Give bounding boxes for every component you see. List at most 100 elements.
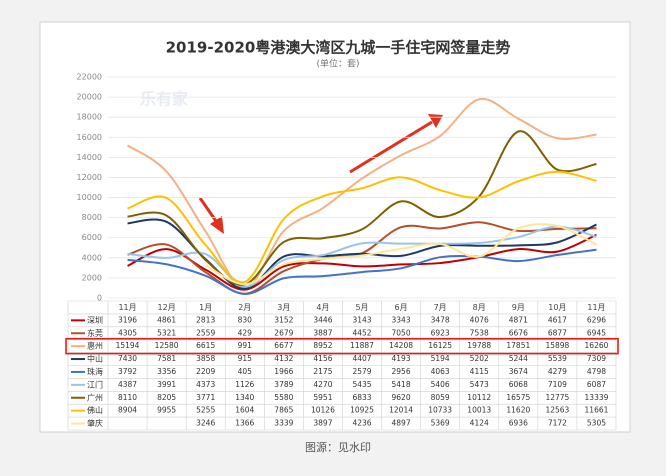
table-cell: 2956 (392, 367, 411, 376)
table-cell: 6877 (548, 328, 567, 337)
table-cell: 4124 (470, 419, 489, 428)
table-cell: 4193 (392, 354, 411, 363)
table-cell: 10733 (428, 406, 452, 415)
x-tick-label: 1月 (199, 303, 212, 312)
table-cell: 12014 (389, 406, 413, 415)
table-cell: 12563 (545, 406, 569, 415)
table-cell: 4156 (313, 354, 332, 363)
table-cell: 2209 (196, 367, 215, 376)
legend-label: 中山 (87, 354, 103, 364)
series-line (126, 97, 597, 290)
table-cell: 6615 (196, 341, 215, 350)
table-cell: 3196 (118, 315, 137, 324)
table-cell: 3991 (157, 380, 176, 389)
y-tick-label: 2000 (82, 273, 102, 282)
table-cell: 3143 (352, 315, 371, 324)
table-cell: 7172 (548, 419, 567, 428)
series-line (127, 248, 597, 295)
table-cell: 6296 (587, 315, 606, 324)
table-cell: 4798 (587, 367, 606, 376)
legend-label: 珠海 (87, 366, 103, 376)
table-cell: 11661 (585, 406, 609, 415)
table-cell: 9955 (157, 406, 176, 415)
table-cell: 8205 (157, 393, 176, 402)
table-cell: 5244 (509, 354, 528, 363)
table-cell: 14208 (389, 341, 413, 350)
series-line (127, 170, 597, 284)
table-cell: 7538 (470, 328, 489, 337)
table-cell: 3792 (118, 367, 137, 376)
table-cell: 3246 (196, 419, 215, 428)
x-tick-label: 2月 (238, 303, 251, 312)
table-cell: 6923 (431, 328, 450, 337)
legend-label: 惠州 (87, 341, 103, 351)
table-cell: 12580 (155, 341, 179, 350)
y-tick-label: 4000 (82, 253, 102, 262)
table-cell: 3771 (196, 393, 215, 402)
y-tick-label: 8000 (82, 213, 102, 222)
table-cell: 3343 (392, 315, 411, 324)
chart-subtitle: (单位：套) (316, 58, 359, 70)
table-cell: 11620 (506, 406, 530, 415)
table-cell: 16125 (428, 341, 452, 350)
table-cell: 4076 (470, 315, 489, 324)
table-cell: 2175 (313, 367, 332, 376)
table-cell: 3339 (274, 419, 293, 428)
table-cell: 5539 (548, 354, 567, 363)
table-cell: 5580 (274, 393, 293, 402)
table-cell: 5951 (313, 393, 332, 402)
table-cell: 4279 (548, 367, 567, 376)
y-tick-label: 22000 (77, 73, 102, 82)
table-cell: 1366 (235, 419, 254, 428)
x-tick-label: 3月 (277, 303, 290, 312)
table-cell: 5255 (196, 406, 215, 415)
table-cell: 8952 (313, 341, 332, 350)
legend-label: 江门 (87, 379, 103, 389)
table-cell: 5202 (470, 354, 489, 363)
y-tick-label: 10000 (77, 193, 102, 202)
table-cell: 15898 (545, 341, 569, 350)
table-cell: 3789 (274, 380, 293, 389)
y-tick-label: 18000 (77, 113, 102, 122)
table-cell: 3478 (431, 315, 450, 324)
table-cell: 11887 (350, 341, 374, 350)
table-cell: 10126 (311, 406, 335, 415)
x-tick-label: 6月 (395, 303, 408, 312)
table-cell: 3152 (274, 315, 293, 324)
table-cell: 5321 (157, 328, 176, 337)
table-cell: 6677 (274, 341, 293, 350)
table-cell: 16575 (506, 393, 530, 402)
card (39, 21, 631, 433)
y-tick-label: 16000 (77, 133, 102, 142)
table-cell: 5369 (431, 419, 450, 428)
table-cell: 405 (238, 367, 253, 376)
table-cell: 6087 (587, 380, 606, 389)
legend-label: 广州 (87, 392, 103, 402)
table-cell: 6833 (352, 393, 371, 402)
table-cell: 429 (238, 328, 253, 337)
table-cell: 8059 (431, 393, 450, 402)
table-cell: 4897 (392, 419, 411, 428)
table-cell: 8110 (118, 393, 137, 402)
x-tick-label: 12月 (158, 303, 176, 312)
x-tick-label: 5月 (355, 303, 368, 312)
table-cell: 6068 (509, 380, 528, 389)
table-cell: 7050 (392, 328, 411, 337)
y-tick-label: 14000 (77, 153, 102, 162)
table-cell: 10925 (350, 406, 374, 415)
table-cell: 10112 (467, 393, 491, 402)
watermark: 乐有家 (140, 90, 189, 109)
table-cell: 5406 (431, 380, 450, 389)
chart-title: 2019-2020粤港澳大湾区九城一手住宅网签量走势 (166, 39, 511, 57)
table-cell: 1966 (274, 367, 293, 376)
series-line (127, 233, 597, 291)
table-cell: 4407 (352, 354, 371, 363)
table-cell: 7865 (274, 406, 293, 415)
table-cell: 8904 (118, 406, 137, 415)
x-tick-label: 4月 (316, 303, 329, 312)
x-tick-label: 8月 (473, 303, 486, 312)
y-tick-label: 20000 (77, 93, 102, 102)
table-cell: 13339 (585, 393, 609, 402)
